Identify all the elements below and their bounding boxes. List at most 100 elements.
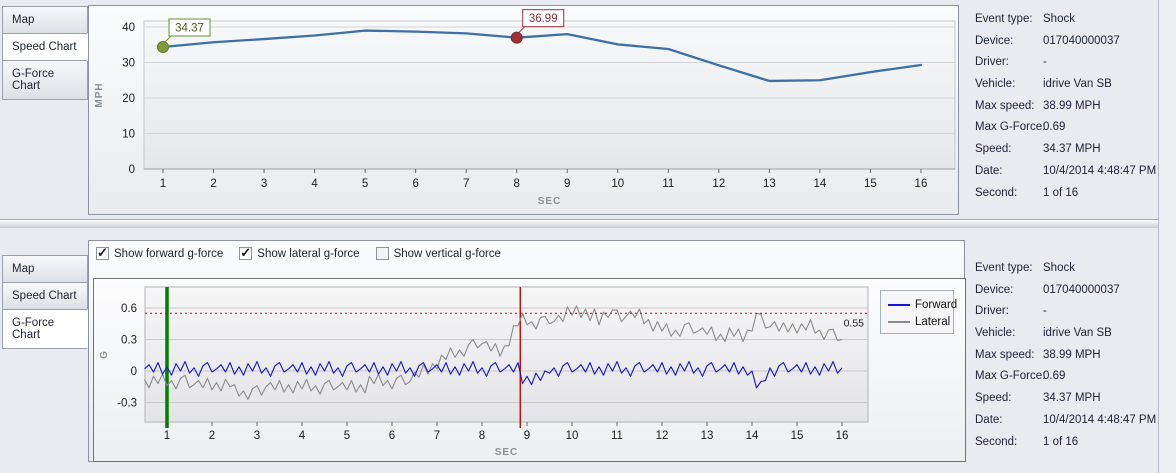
event-info-panel-bottom: Event type: Shock Device: 017040000037 Drive…: [963, 251, 1158, 453]
info-value: Shock: [1043, 13, 1075, 25]
info-value: 38.99 MPH: [1043, 99, 1101, 112]
info-value: 10/4/2014 4:48:47 PM: [1043, 413, 1157, 426]
y-tick-label: 0.6: [121, 303, 137, 315]
info-label: Device:: [975, 34, 1014, 47]
speed-line: [161, 29, 923, 83]
x-tick-label: 2: [210, 178, 216, 190]
x-tick-label: 13: [763, 178, 776, 190]
panel-splitter[interactable]: [0, 219, 1176, 228]
x-tick-label: 7: [434, 430, 440, 442]
y-tick-label: 0: [129, 164, 135, 176]
x-tick-label: 13: [701, 430, 714, 442]
tab-speed-chart[interactable]: Speed Chart: [2, 33, 88, 61]
x-tick-label: 8: [479, 430, 485, 442]
info-value: 34.37 MPH: [1043, 143, 1101, 156]
info-label: Speed:: [975, 392, 1012, 405]
marker-label: 34.37: [175, 22, 204, 34]
info-value: idrive Van SB: [1043, 78, 1112, 91]
y-tick-label: 0.3: [121, 335, 137, 347]
info-label: Date:: [975, 164, 1003, 177]
info-label: Device:: [975, 283, 1014, 296]
y-axis-title: G: [99, 350, 110, 359]
info-row-vehicle: Vehicle: idrive Van SB: [963, 323, 1158, 345]
info-label: Driver:: [975, 305, 1009, 318]
gforce-chart-frame: -0.3 0 0.3 0.6 1 2 3 4 5 6 7 8 9 10 11 12 13 14 15 16 0.55 G S…: [93, 278, 966, 462]
x-tick-label: 7: [463, 178, 469, 190]
y-axis-title: MPH: [94, 82, 105, 107]
info-row-event-type: Event type: Shock: [963, 9, 1158, 31]
info-value: 10/4/2014 4:48:47 PM: [1043, 164, 1157, 177]
info-row-speed: Speed: 34.37 MPH: [963, 388, 1158, 410]
info-label: Second:: [975, 186, 1018, 199]
tab-speed-chart[interactable]: Speed Chart: [2, 282, 88, 310]
tab-g-force-chart[interactable]: G-Force Chart: [2, 309, 88, 349]
x-tick-label: 1: [160, 178, 166, 190]
x-axis-title: SEC: [538, 196, 562, 207]
info-value: 1 of 16: [1043, 435, 1079, 448]
info-label: Max G-Force:: [975, 121, 1046, 134]
x-tick-label: 16: [836, 430, 849, 442]
info-value: 38.99 MPH: [1043, 348, 1101, 361]
speed-chart-panel: Map Speed Chart G-Force Chart 0 10 20 30 40 1 2 3…: [0, 0, 1158, 219]
legend-label: Lateral: [915, 315, 951, 328]
checked-checkbox-icon[interactable]: [96, 245, 109, 261]
plot-area[interactable]: [144, 286, 869, 423]
info-row-driver: Driver: -: [963, 301, 1158, 323]
info-row-date: Date: 10/4/2014 4:48:47 PM: [963, 161, 1158, 183]
tab-g-force-chart[interactable]: G-Force Chart: [2, 60, 88, 100]
tab-map[interactable]: Map: [2, 255, 88, 283]
x-tick-label: 15: [864, 178, 877, 190]
x-tick-label: 8: [514, 178, 520, 190]
x-tick-label: 5: [344, 430, 350, 442]
checkbox-show-forward-g-force[interactable]: Show forward g-force: [96, 245, 223, 261]
x-axis-title: SEC: [495, 447, 519, 458]
x-tick-label: 15: [791, 430, 804, 442]
speed-marker-green[interactable]: [157, 40, 169, 53]
x-tick-label: 12: [656, 430, 669, 442]
y-tick-label: 10: [122, 129, 135, 141]
gforce-chart[interactable]: -0.300.30.61 2 3 4 5 6 7 8 9 10 11 12 13 14 15 160.55GS…: [94, 279, 965, 461]
x-tick-label: 3: [254, 430, 260, 442]
checkbox-show-vertical-g-force[interactable]: Show vertical g-force: [375, 247, 501, 260]
info-row-device: Device: 017040000037: [963, 31, 1158, 53]
tab-map[interactable]: Map: [2, 6, 88, 34]
checkbox-label: Show lateral g-force: [257, 247, 360, 260]
top-tabstrip: Map Speed Chart G-Force Chart: [2, 6, 88, 100]
x-tick-label: 11: [611, 430, 623, 442]
x-tick-label: 14: [746, 430, 759, 442]
marker-label-box: [168, 18, 211, 37]
lateral-line: [144, 305, 843, 400]
info-label: Vehicle:: [975, 78, 1016, 91]
checked-checkbox-icon[interactable]: [239, 245, 253, 261]
info-label: Second:: [975, 435, 1018, 448]
info-row-max-speed: Max speed: 38.99 MPH: [963, 96, 1158, 118]
info-value: 0.69: [1043, 370, 1066, 383]
speed-marker-red[interactable]: [510, 31, 523, 44]
info-label: Max speed:: [975, 99, 1035, 112]
info-label: Max G-Force:: [975, 370, 1046, 383]
event-info-panel-top: Event type: Shock Device: 017040000037 Drive…: [963, 2, 1158, 204]
info-row-max-speed: Max speed: 38.99 MPH: [963, 345, 1158, 367]
speed-chart-box: 0 10 20 30 40 1 2 3 4 5 6 7 8 9 10 11 12 13 14 15 16 MPH SEC 34…: [88, 5, 959, 215]
unchecked-checkbox-icon[interactable]: [375, 247, 389, 260]
info-value: 017040000037: [1043, 34, 1120, 47]
forward-line: [144, 361, 843, 389]
info-value: 0.69: [1043, 121, 1066, 134]
x-tick-label: 10: [566, 430, 579, 442]
x-tick-label: 11: [662, 178, 674, 190]
x-tick-label: 14: [813, 178, 826, 190]
info-value: 34.37 MPH: [1043, 392, 1101, 405]
marker-label: 36.99: [529, 13, 558, 25]
info-value: 017040000037: [1043, 283, 1120, 296]
x-tick-label: 4: [299, 430, 306, 442]
chart-legend: Forward Lateral: [880, 290, 958, 334]
x-tick-label: 9: [564, 178, 570, 190]
plot-area[interactable]: [143, 20, 956, 170]
legend-label: Forward: [915, 298, 958, 311]
info-label: Driver:: [975, 56, 1009, 69]
y-tick-label: 0: [131, 366, 137, 378]
checkbox-show-lateral-g-force[interactable]: Show lateral g-force: [239, 245, 360, 261]
info-label: Speed:: [975, 143, 1012, 156]
